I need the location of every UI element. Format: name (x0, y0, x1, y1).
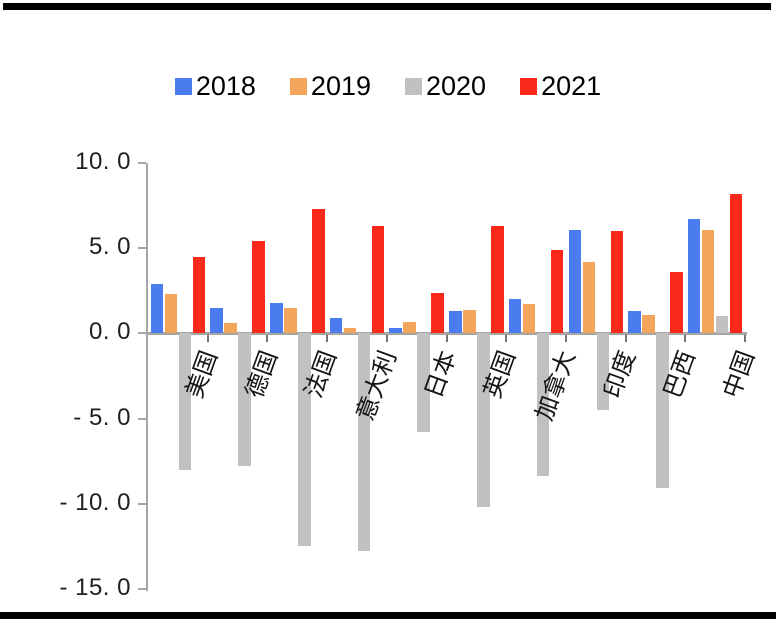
bar-2020-c9 (715, 316, 729, 334)
bar-2020-c5 (477, 333, 490, 508)
legend-label: 2020 (426, 71, 487, 101)
bottom-divider-rule (0, 612, 776, 619)
legend-item-3: 2020 (405, 71, 486, 102)
legend-label: 2021 (541, 71, 602, 101)
x-axis-tick (624, 334, 627, 342)
x-axis-tick (266, 334, 269, 342)
bar-2021-c4 (431, 292, 444, 334)
y-tick-label: - 10. 0 (59, 488, 131, 516)
y-tick-label: - 15. 0 (59, 573, 131, 601)
y-axis-tick (138, 162, 146, 164)
x-axis-tick (564, 334, 567, 342)
x-axis-tick (385, 334, 388, 342)
x-axis-line (146, 331, 747, 335)
bar-2020-c0 (178, 333, 192, 470)
bar-2019-c8 (642, 314, 655, 334)
bar-2018-c6 (508, 299, 522, 334)
x-axis-tick (744, 334, 746, 342)
bar-2018-c2 (270, 302, 283, 334)
legend-swatch-red (520, 78, 538, 95)
top-divider-rule (3, 3, 771, 10)
bar-2021-c9 (729, 193, 743, 334)
bar-2021-c8 (670, 272, 683, 334)
y-tick-label: 10. 0 (75, 147, 131, 175)
legend-swatch-blue (174, 78, 192, 95)
bar-2020-c7 (596, 333, 610, 411)
category-label-c6: 加拿大 (531, 347, 582, 425)
chart-legend: 2018 2019 2020 2021 (0, 71, 776, 102)
x-axis-tick (684, 334, 687, 342)
bar-2019-c7 (582, 261, 596, 334)
bar-2019-c9 (701, 229, 715, 334)
bar-chart-plot-area: 10. 0 5. 0 0. 0- 5. 0- 10. 0- 15. 0 美国 德国 法国意… (59, 148, 760, 601)
bar-2019-c4 (403, 321, 416, 334)
bar-2021-c1 (252, 241, 265, 334)
y-axis-line (146, 163, 148, 591)
category-label-c9: 中国 (718, 347, 761, 403)
bar-2019-c5 (463, 309, 476, 334)
category-label-c3: 意大利 (351, 347, 402, 425)
bar-2019-c6 (522, 304, 536, 334)
legend-label: 2019 (310, 71, 371, 101)
bar-2018-c9 (687, 219, 701, 334)
y-tick-label: 5. 0 (88, 233, 131, 261)
bar-2018-c1 (210, 307, 223, 334)
y-axis-tick (138, 588, 146, 590)
bar-2018-c4 (389, 328, 402, 334)
bar-2020-c1 (238, 333, 251, 467)
bar-2020-c3 (357, 333, 371, 552)
y-axis-tick (138, 417, 146, 420)
bar-2019-c3 (343, 328, 357, 334)
legend-item-1: 2018 (174, 71, 256, 102)
bar-2021-c7 (610, 231, 624, 334)
bar-2021-c6 (550, 249, 564, 334)
legend-swatch-orange (289, 78, 307, 95)
bar-2018-c8 (628, 311, 641, 334)
bar-2018-c3 (329, 318, 343, 334)
bar-2018-c7 (568, 229, 582, 334)
y-axis-tick (138, 247, 146, 250)
x-axis-tick (505, 334, 508, 342)
y-axis-tick (138, 502, 146, 505)
y-tick-label: - 5. 0 (73, 403, 131, 431)
bar-2019-c1 (224, 323, 237, 334)
bar-2019-c0 (164, 294, 178, 334)
x-axis-tick (326, 334, 329, 342)
bar-2021-c5 (491, 226, 504, 334)
x-axis-tick (206, 334, 209, 342)
bar-2019-c2 (284, 307, 297, 334)
bar-2020-c2 (298, 333, 311, 547)
legend-swatch-gray (405, 78, 422, 95)
y-tick-label: 0. 0 (88, 318, 131, 346)
bar-2018-c0 (150, 284, 164, 334)
x-axis-tick (445, 334, 448, 342)
bar-2018-c5 (449, 311, 462, 334)
bar-2020-c4 (417, 333, 430, 433)
bar-2020-c8 (656, 333, 669, 489)
bar-2021-c2 (312, 209, 325, 334)
legend-item-4: 2021 (520, 71, 601, 102)
legend-label: 2018 (195, 71, 256, 101)
y-axis-tick (138, 332, 146, 335)
bar-2021-c0 (192, 256, 206, 334)
bar-2021-c3 (371, 226, 385, 334)
bar-2020-c6 (536, 333, 550, 477)
legend-item-2: 2019 (289, 71, 371, 102)
